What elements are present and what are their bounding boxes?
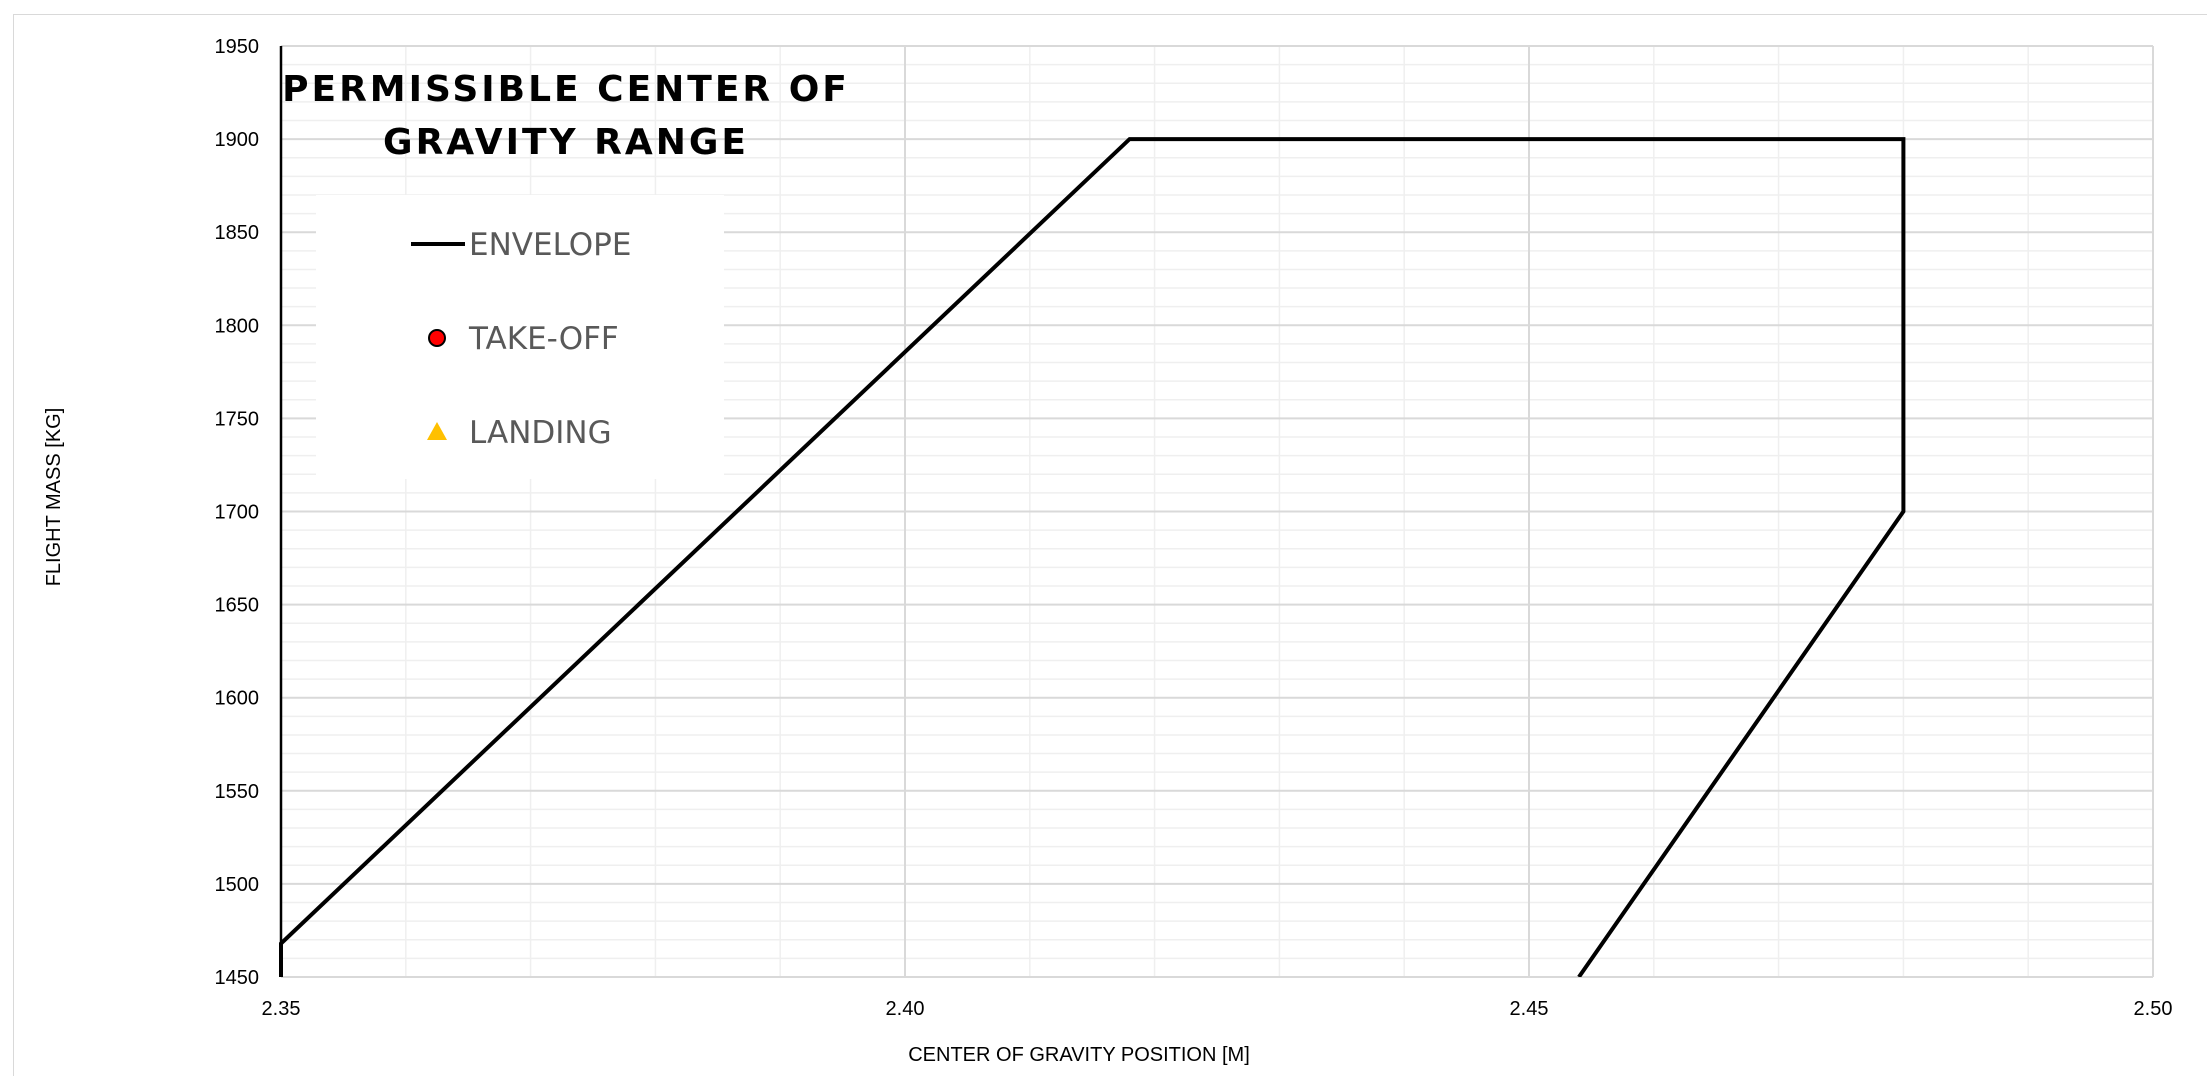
y-tick-label: 1700 bbox=[215, 502, 260, 524]
y-tick-label: 1950 bbox=[215, 36, 260, 58]
y-tick-label: 1550 bbox=[215, 781, 260, 803]
x-tick-label: 2.50 bbox=[2134, 998, 2173, 1020]
x-axis-title: CENTER OF GRAVITY POSITION [M] bbox=[908, 1044, 1250, 1066]
y-tick-label: 1750 bbox=[215, 408, 260, 430]
y-tick-label: 1850 bbox=[215, 222, 260, 244]
chart-title-line-2: GRAVITY RANGE bbox=[383, 122, 749, 163]
x-tick-label: 2.35 bbox=[262, 998, 301, 1020]
y-tick-label: 1900 bbox=[215, 129, 260, 151]
y-tick-label: 1450 bbox=[215, 967, 260, 989]
y-tick-label: 1500 bbox=[215, 874, 260, 896]
envelope-line bbox=[279, 137, 1906, 977]
y-axis-title: FLIGHT MASS [KG] bbox=[43, 408, 65, 587]
legend-landing-marker bbox=[427, 422, 447, 440]
series-layer bbox=[279, 137, 1906, 977]
x-tick-label: 2.45 bbox=[1510, 998, 1549, 1020]
legend-label-landing: LANDING bbox=[469, 415, 612, 451]
y-tick-label: 1650 bbox=[215, 595, 260, 617]
legend-background bbox=[316, 195, 724, 479]
y-tick-labels: 1450 1500 1550 1600 1650 1700 1750 1800 1850 1900… bbox=[215, 36, 260, 989]
x-tick-labels: 2.35 2.40 2.45 2.50 bbox=[262, 998, 2173, 1020]
chart-title-line-1: PERMISSIBLE CENTER OF bbox=[282, 69, 850, 110]
legend-takeoff-marker bbox=[428, 329, 446, 347]
legend-label-envelope: ENVELOPE bbox=[469, 227, 631, 263]
y-tick-label: 1600 bbox=[215, 688, 260, 710]
y-tick-label: 1800 bbox=[215, 315, 260, 337]
major-gridlines bbox=[280, 45, 2154, 978]
legend-label-take-off: TAKE-OFF bbox=[468, 321, 619, 357]
chart-frame bbox=[13, 14, 2207, 1076]
legend: ENVELOPE TAKE-OFF LANDING bbox=[411, 227, 631, 451]
x-tick-label: 2.40 bbox=[886, 998, 925, 1020]
